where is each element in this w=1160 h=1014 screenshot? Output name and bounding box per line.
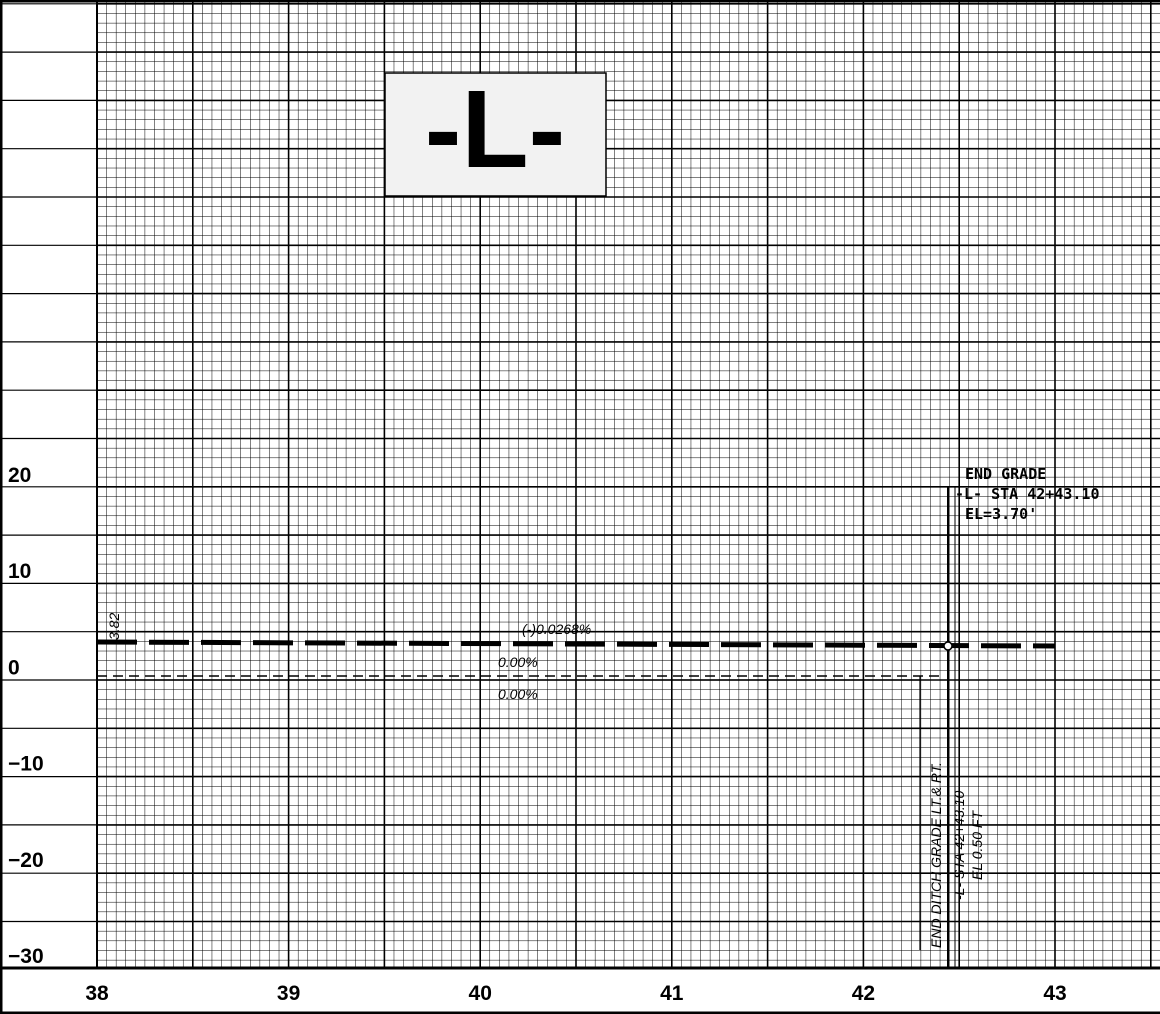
x-label: 41 <box>660 982 684 1005</box>
end-grade-point <box>943 641 953 651</box>
y-label: −10 <box>8 753 44 776</box>
annotation: EL=3.70' <box>965 505 1037 523</box>
x-label: 43 <box>1043 982 1066 1005</box>
annotation: END GRADE <box>965 465 1046 483</box>
annotation: (-)0.0268% <box>522 621 591 637</box>
title: -L- <box>425 68 565 191</box>
annotation: 0.00% <box>498 654 538 670</box>
x-label: 38 <box>85 982 109 1005</box>
axis-labels: 20 10 0 −10 −20 −30 38 39 40 41 42 43 <box>8 464 1067 1005</box>
annotation: 0.00% <box>498 686 538 702</box>
x-label: 39 <box>277 982 300 1005</box>
annotation: EL 0.50 FT <box>969 810 985 880</box>
x-label: 40 <box>469 982 492 1005</box>
y-label: −20 <box>8 849 44 872</box>
profile-grade-line <box>96 639 1056 649</box>
annotation: -L- STA 42+43.10 <box>955 485 1100 503</box>
annotation: 3.82 <box>106 613 122 640</box>
annotation: END DITCH GRADE LT.& RT. <box>928 762 944 948</box>
y-label: 10 <box>8 560 31 583</box>
annotation: -L- STA 42+43.10 <box>951 790 967 900</box>
x-label: 42 <box>852 982 875 1005</box>
y-label: 0 <box>8 656 20 679</box>
y-label: −30 <box>8 945 44 968</box>
y-label: 20 <box>8 464 31 487</box>
title-box <box>384 72 607 197</box>
